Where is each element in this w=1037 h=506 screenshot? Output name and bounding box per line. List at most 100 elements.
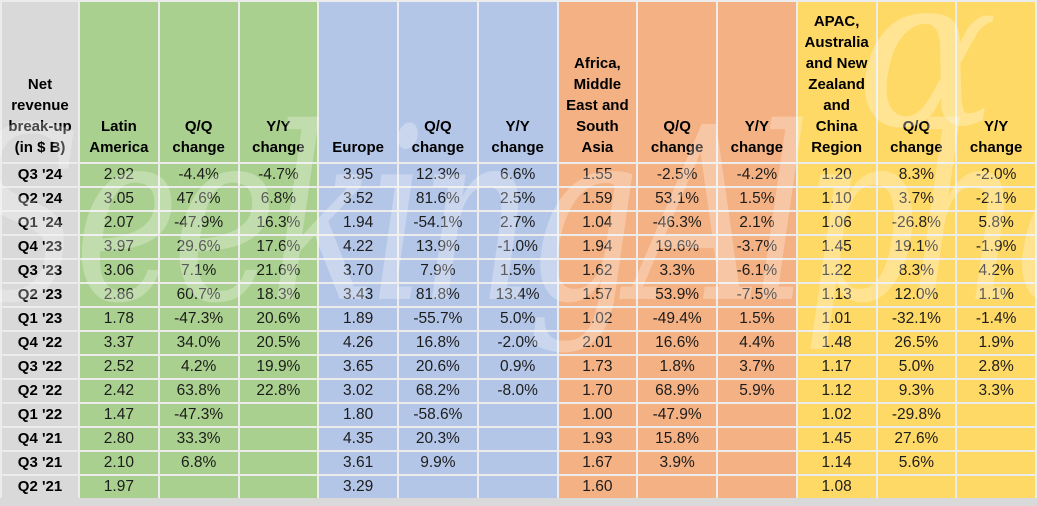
table-cell: 26.5% — [877, 332, 956, 354]
table-cell: 1.60 — [558, 476, 637, 498]
table-cell: -55.7% — [399, 308, 477, 330]
table-cell: 1.78 — [80, 308, 158, 330]
table-cell: 1.10 — [797, 188, 876, 210]
table-cell: 20.6% — [239, 308, 318, 330]
table-cell: 12.3% — [399, 164, 477, 186]
table-cell: 3.7% — [877, 188, 956, 210]
table-cell — [877, 476, 956, 498]
table-cell: 3.43 — [319, 284, 397, 306]
table-cell: -47.3% — [159, 308, 238, 330]
table-cell: 2.92 — [80, 164, 158, 186]
table-cell: 68.9% — [638, 380, 716, 402]
table-cell: 15.8% — [638, 428, 716, 450]
table-cell — [478, 476, 557, 498]
table-cell — [957, 428, 1035, 450]
table-cell: 8.3% — [877, 164, 956, 186]
table-cell: 17.6% — [239, 236, 318, 258]
table-cell: -4.4% — [159, 164, 238, 186]
table-cell: 3.7% — [718, 356, 796, 378]
table-cell: 2.01 — [558, 332, 637, 354]
table-cell: 81.8% — [399, 284, 477, 306]
table-cell — [478, 428, 557, 450]
table-cell: 13.9% — [399, 236, 477, 258]
table-row: Q3 '21 2.10 6.8% 3.61 9.9% 1.67 3.9% 1.14 5.6% — [2, 452, 1035, 474]
table-cell: 8.3% — [877, 260, 956, 282]
table-cell: 3.95 — [319, 164, 397, 186]
table-cell: 3.65 — [319, 356, 397, 378]
table-cell: 9.9% — [399, 452, 477, 474]
table-cell: 5.6% — [877, 452, 956, 474]
table-cell: 2.8% — [957, 356, 1035, 378]
table-cell: -1.4% — [957, 308, 1035, 330]
table-cell: -2.1% — [957, 188, 1035, 210]
col-header-region: Latin America — [80, 2, 158, 162]
table-row: Q1 '23 1.78 -47.3% 20.6% 1.89 -55.7% 5.0% 1.02-… — [2, 308, 1035, 330]
table-cell: -58.6% — [399, 404, 477, 426]
table-cell: 1.55 — [558, 164, 637, 186]
table-cell: -7.5% — [718, 284, 796, 306]
table-cell: 2.07 — [80, 212, 158, 234]
table-cell: 34.0% — [159, 332, 238, 354]
table-cell: 7.9% — [399, 260, 477, 282]
table-cell: -54.1% — [399, 212, 477, 234]
table-cell: 1.94 — [319, 212, 397, 234]
table-cell: 2.1% — [718, 212, 796, 234]
table-cell: -6.1% — [718, 260, 796, 282]
table-cell: 4.2% — [159, 356, 238, 378]
table-cell: 1.47 — [80, 404, 158, 426]
table-cell: -26.8% — [877, 212, 956, 234]
table-cell: 2.10 — [80, 452, 158, 474]
table-cell: 3.29 — [319, 476, 397, 498]
table-cell: 81.6% — [399, 188, 477, 210]
table-cell: 20.3% — [399, 428, 477, 450]
table-row: Q3 '22 2.52 4.2% 19.9% 3.65 20.6% 0.9% 1.73 1.8%… — [2, 356, 1035, 378]
table-cell: 6.8% — [239, 188, 318, 210]
table-cell: 3.3% — [957, 380, 1035, 402]
table-cell: 1.62 — [558, 260, 637, 282]
table-row: Q2 '23 2.86 60.7% 18.3% 3.43 81.8% 13.4% 1.57 53… — [2, 284, 1035, 306]
table-cell: 4.4% — [718, 332, 796, 354]
table-cell: -2.0% — [478, 332, 557, 354]
table-cell: 20.5% — [239, 332, 318, 354]
table-cell: 1.14 — [797, 452, 876, 474]
table-cell: 3.70 — [319, 260, 397, 282]
table-cell — [239, 428, 318, 450]
table-cell: 1.9% — [957, 332, 1035, 354]
table-cell: 29.6% — [159, 236, 238, 258]
row-label: Q1 '22 — [2, 404, 78, 426]
table-cell: 12.0% — [877, 284, 956, 306]
table-cell — [239, 452, 318, 474]
table-cell: 5.8% — [957, 212, 1035, 234]
table-row: Q1 '22 1.47 -47.3% 1.80 -58.6% 1.00 -47.9% 1.02… — [2, 404, 1035, 426]
table-cell: 18.3% — [239, 284, 318, 306]
table-cell: 1.22 — [797, 260, 876, 282]
header-row: Net revenue break-up (in $ B) Latin Amer… — [2, 2, 1035, 162]
col-header-region: Africa, Middle East and South Asia — [558, 2, 637, 162]
table-cell: 16.3% — [239, 212, 318, 234]
table-cell: 3.3% — [638, 260, 716, 282]
table-cell: -4.7% — [239, 164, 318, 186]
table-row: Q4 '21 2.80 33.3% 4.35 20.3% 1.93 15.8% 1.45 27.… — [2, 428, 1035, 450]
table-cell: 1.89 — [319, 308, 397, 330]
table-cell: -47.9% — [638, 404, 716, 426]
table-cell: 4.26 — [319, 332, 397, 354]
table-cell: 19.9% — [239, 356, 318, 378]
col-header-region: APAC, Australia and New Zealand and Chin… — [797, 2, 876, 162]
table-cell: -1.9% — [957, 236, 1035, 258]
table-cell: 6.8% — [159, 452, 238, 474]
row-label: Q2 '21 — [2, 476, 78, 498]
table-cell: 1.5% — [718, 188, 796, 210]
table-cell: 1.94 — [558, 236, 637, 258]
table-cell — [957, 404, 1035, 426]
table-cell: -2.5% — [638, 164, 716, 186]
table-cell: 3.97 — [80, 236, 158, 258]
table-row: Q2 '22 2.42 63.8% 22.8% 3.02 68.2% -8.0% 1.70 68… — [2, 380, 1035, 402]
row-label: Q4 '22 — [2, 332, 78, 354]
table-cell: 1.45 — [797, 236, 876, 258]
table-cell: 3.02 — [319, 380, 397, 402]
table-cell: 19.6% — [638, 236, 716, 258]
col-header-qq-change: Q/Q change — [399, 2, 477, 162]
col-header-yy-change: Y/Y change — [478, 2, 557, 162]
